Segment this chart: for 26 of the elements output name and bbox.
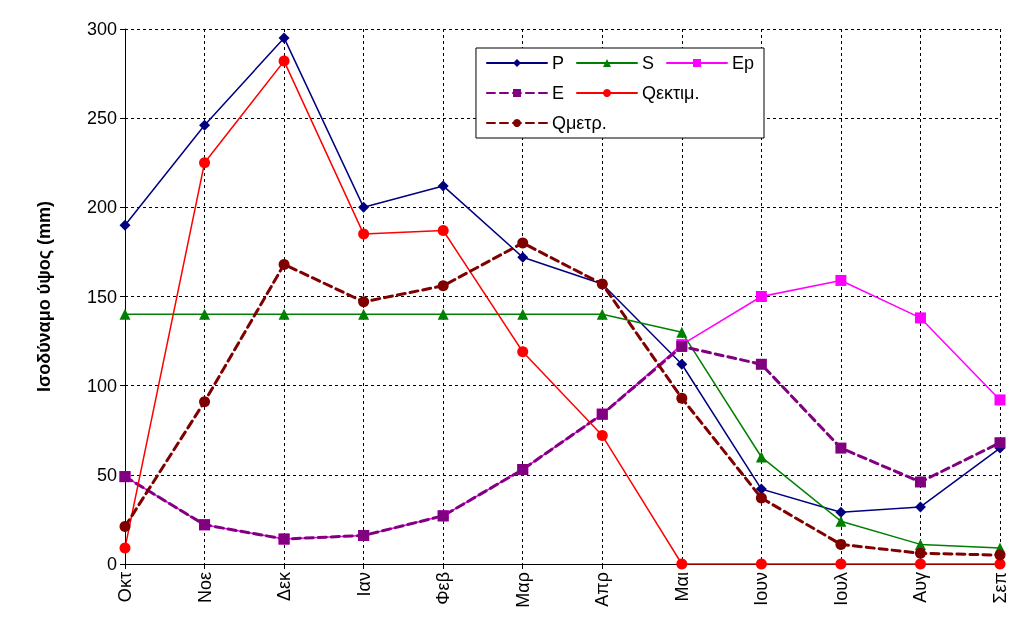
x-tick-label: Φεβ	[433, 572, 454, 605]
legend-label: E	[551, 83, 564, 103]
x-tick-label: Αυγ	[910, 572, 931, 603]
x-tick-label: Απρ	[592, 572, 613, 607]
y-tick-label: 200	[86, 197, 117, 218]
x-tick-label: Ιουν	[751, 572, 772, 606]
x-tick-label: Ιαν	[353, 572, 374, 597]
x-tick-label: Ιουλ	[830, 572, 851, 606]
x-tick-label: Σεπ	[990, 572, 1009, 604]
y-tick-label: 150	[86, 286, 117, 307]
y-tick-label: 50	[96, 464, 117, 485]
y-tick-label: 250	[86, 108, 117, 129]
y-tick-label: 100	[86, 375, 117, 396]
x-tick-label: Μαρ	[512, 572, 533, 608]
legend-label: Ep	[731, 53, 755, 73]
x-tick-label: Δεκ	[274, 571, 295, 602]
x-tick-label: Οκτ	[115, 572, 135, 603]
x-tick-label: Μαι	[671, 572, 692, 602]
legend-label: Qμετρ.	[551, 113, 607, 133]
legend-label: S	[641, 53, 654, 73]
y-tick-label: 0	[106, 554, 117, 574]
legend-label: Qεκτιμ.	[641, 83, 700, 103]
y-tick-label: 300	[86, 19, 117, 39]
legend-label: P	[551, 53, 564, 73]
x-tick-label: Νοε	[194, 572, 215, 604]
y-axis-title: Ισοδύναμο ύψος (mm)	[34, 200, 54, 393]
